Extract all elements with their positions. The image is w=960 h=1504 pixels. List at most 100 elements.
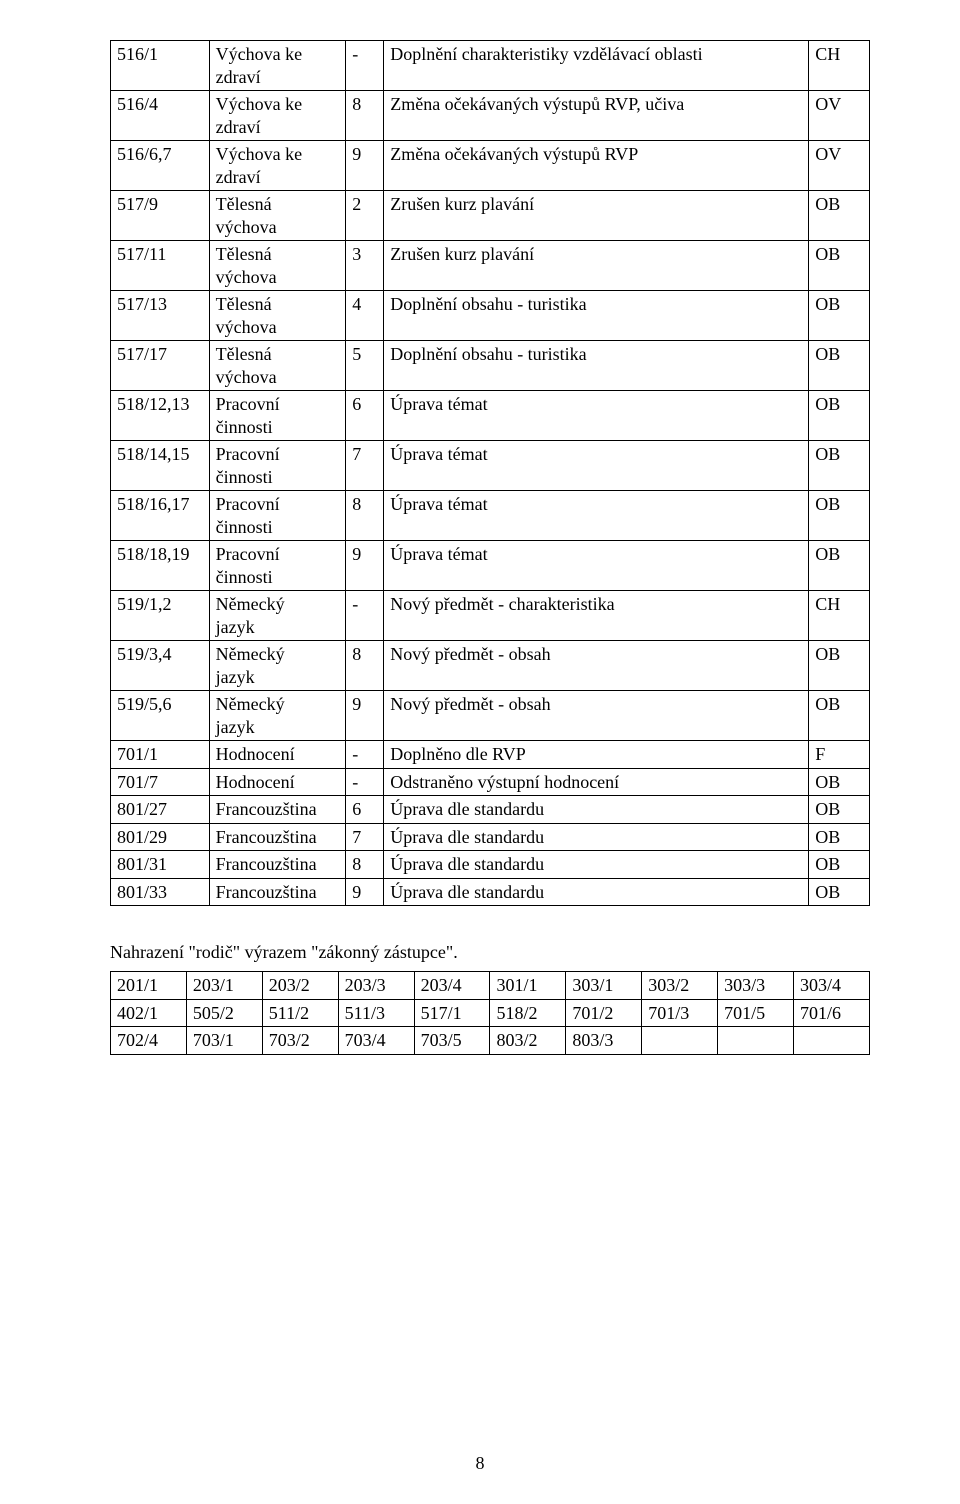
description-cell: Odstraněno výstupní hodnocení xyxy=(384,768,809,796)
table-row: 801/31Francouzština8Úprava dle standardu… xyxy=(111,851,870,879)
code-cell: OB xyxy=(809,796,870,824)
code-cell: OB xyxy=(809,823,870,851)
description-cell: Doplnění obsahu - turistika xyxy=(384,341,809,391)
grid-cell xyxy=(642,1027,718,1055)
code-cell: OB xyxy=(809,878,870,906)
grade-cell: - xyxy=(346,768,384,796)
subject-cell: Francouzština xyxy=(209,823,346,851)
table-row: 402/1505/2511/2511/3517/1518/2701/2701/3… xyxy=(111,999,870,1027)
grid-cell: 518/2 xyxy=(490,999,566,1027)
code-cell: F xyxy=(809,741,870,769)
subject-cell: Výchova kezdraví xyxy=(209,91,346,141)
ref-cell: 701/7 xyxy=(111,768,210,796)
description-cell: Změna očekávaných výstupů RVP xyxy=(384,141,809,191)
grade-cell: 6 xyxy=(346,391,384,441)
grid-cell: 303/1 xyxy=(566,972,642,1000)
code-cell: OB xyxy=(809,241,870,291)
subject-cell: Pracovníčinnosti xyxy=(209,391,346,441)
code-cell: OV xyxy=(809,91,870,141)
grid-cell: 803/3 xyxy=(566,1027,642,1055)
paragraph: Nahrazení "rodič" výrazem "zákonný zástu… xyxy=(110,942,870,963)
grid-cell: 703/2 xyxy=(262,1027,338,1055)
description-cell: Úprava dle standardu xyxy=(384,796,809,824)
ref-cell: 519/5,6 xyxy=(111,691,210,741)
grid-cell: 517/1 xyxy=(414,999,490,1027)
grid-cell: 701/6 xyxy=(794,999,870,1027)
description-cell: Úprava témat xyxy=(384,441,809,491)
ref-cell: 519/1,2 xyxy=(111,591,210,641)
grade-cell: - xyxy=(346,741,384,769)
ref-cell: 517/9 xyxy=(111,191,210,241)
ref-cell: 518/16,17 xyxy=(111,491,210,541)
description-cell: Úprava témat xyxy=(384,491,809,541)
code-cell: OB xyxy=(809,191,870,241)
grid-cell: 703/1 xyxy=(186,1027,262,1055)
ref-cell: 518/18,19 xyxy=(111,541,210,591)
grade-cell: 4 xyxy=(346,291,384,341)
description-cell: Nový předmět - obsah xyxy=(384,691,809,741)
table-row: 516/1Výchova kezdraví-Doplnění charakter… xyxy=(111,41,870,91)
subject-cell: Francouzština xyxy=(209,878,346,906)
table-row: 517/9Tělesnávýchova2Zrušen kurz plaváníO… xyxy=(111,191,870,241)
subject-cell: Tělesnávýchova xyxy=(209,191,346,241)
page: 516/1Výchova kezdraví-Doplnění charakter… xyxy=(0,0,960,1504)
grade-cell: 7 xyxy=(346,441,384,491)
code-cell: OB xyxy=(809,541,870,591)
ref-cell: 518/14,15 xyxy=(111,441,210,491)
ref-cell: 519/3,4 xyxy=(111,641,210,691)
subject-cell: Německýjazyk xyxy=(209,641,346,691)
table-row: 519/1,2Německýjazyk-Nový předmět - chara… xyxy=(111,591,870,641)
subject-cell: Pracovníčinnosti xyxy=(209,541,346,591)
subject-cell: Hodnocení xyxy=(209,741,346,769)
code-cell: OB xyxy=(809,291,870,341)
grid-cell: 303/4 xyxy=(794,972,870,1000)
grade-cell: - xyxy=(346,41,384,91)
reference-grid: 201/1203/1203/2203/3203/4301/1303/1303/2… xyxy=(110,971,870,1055)
code-cell: CH xyxy=(809,591,870,641)
ref-cell: 801/29 xyxy=(111,823,210,851)
grid-cell: 203/2 xyxy=(262,972,338,1000)
table-row: 517/17Tělesnávýchova5Doplnění obsahu - t… xyxy=(111,341,870,391)
table-row: 518/12,13Pracovníčinnosti6Úprava tématOB xyxy=(111,391,870,441)
table-row: 801/27Francouzština6Úprava dle standardu… xyxy=(111,796,870,824)
description-cell: Zrušen kurz plavání xyxy=(384,191,809,241)
description-cell: Nový předmět - charakteristika xyxy=(384,591,809,641)
table-row: 518/18,19Pracovníčinnosti9Úprava tématOB xyxy=(111,541,870,591)
subject-cell: Tělesnávýchova xyxy=(209,341,346,391)
grade-cell: 8 xyxy=(346,851,384,879)
table-row: 201/1203/1203/2203/3203/4301/1303/1303/2… xyxy=(111,972,870,1000)
grid-cell: 203/1 xyxy=(186,972,262,1000)
table-row: 516/4Výchova kezdraví8Změna očekávaných … xyxy=(111,91,870,141)
code-cell: OB xyxy=(809,341,870,391)
grid-cell: 303/3 xyxy=(718,972,794,1000)
grade-cell: 7 xyxy=(346,823,384,851)
code-cell: OB xyxy=(809,691,870,741)
table-row: 518/16,17Pracovníčinnosti8Úprava tématOB xyxy=(111,491,870,541)
table-row: 702/4703/1703/2703/4703/5803/2803/3 xyxy=(111,1027,870,1055)
subject-cell: Výchova kezdraví xyxy=(209,141,346,191)
code-cell: OB xyxy=(809,641,870,691)
subject-cell: Francouzština xyxy=(209,851,346,879)
description-cell: Změna očekávaných výstupů RVP, učiva xyxy=(384,91,809,141)
main-table: 516/1Výchova kezdraví-Doplnění charakter… xyxy=(110,40,870,906)
grade-cell: 3 xyxy=(346,241,384,291)
grade-cell: 9 xyxy=(346,691,384,741)
ref-cell: 516/1 xyxy=(111,41,210,91)
code-cell: OB xyxy=(809,851,870,879)
ref-cell: 701/1 xyxy=(111,741,210,769)
description-cell: Zrušen kurz plavání xyxy=(384,241,809,291)
code-cell: CH xyxy=(809,41,870,91)
ref-cell: 801/33 xyxy=(111,878,210,906)
table-row: 801/33Francouzština9Úprava dle standardu… xyxy=(111,878,870,906)
subject-cell: Hodnocení xyxy=(209,768,346,796)
grid-cell: 301/1 xyxy=(490,972,566,1000)
ref-cell: 518/12,13 xyxy=(111,391,210,441)
table-row: 517/13Tělesnávýchova4Doplnění obsahu - t… xyxy=(111,291,870,341)
grid-cell xyxy=(794,1027,870,1055)
description-cell: Doplnění obsahu - turistika xyxy=(384,291,809,341)
grade-cell: 5 xyxy=(346,341,384,391)
subject-cell: Německýjazyk xyxy=(209,691,346,741)
ref-cell: 516/4 xyxy=(111,91,210,141)
ref-cell: 517/13 xyxy=(111,291,210,341)
grade-cell: 8 xyxy=(346,491,384,541)
